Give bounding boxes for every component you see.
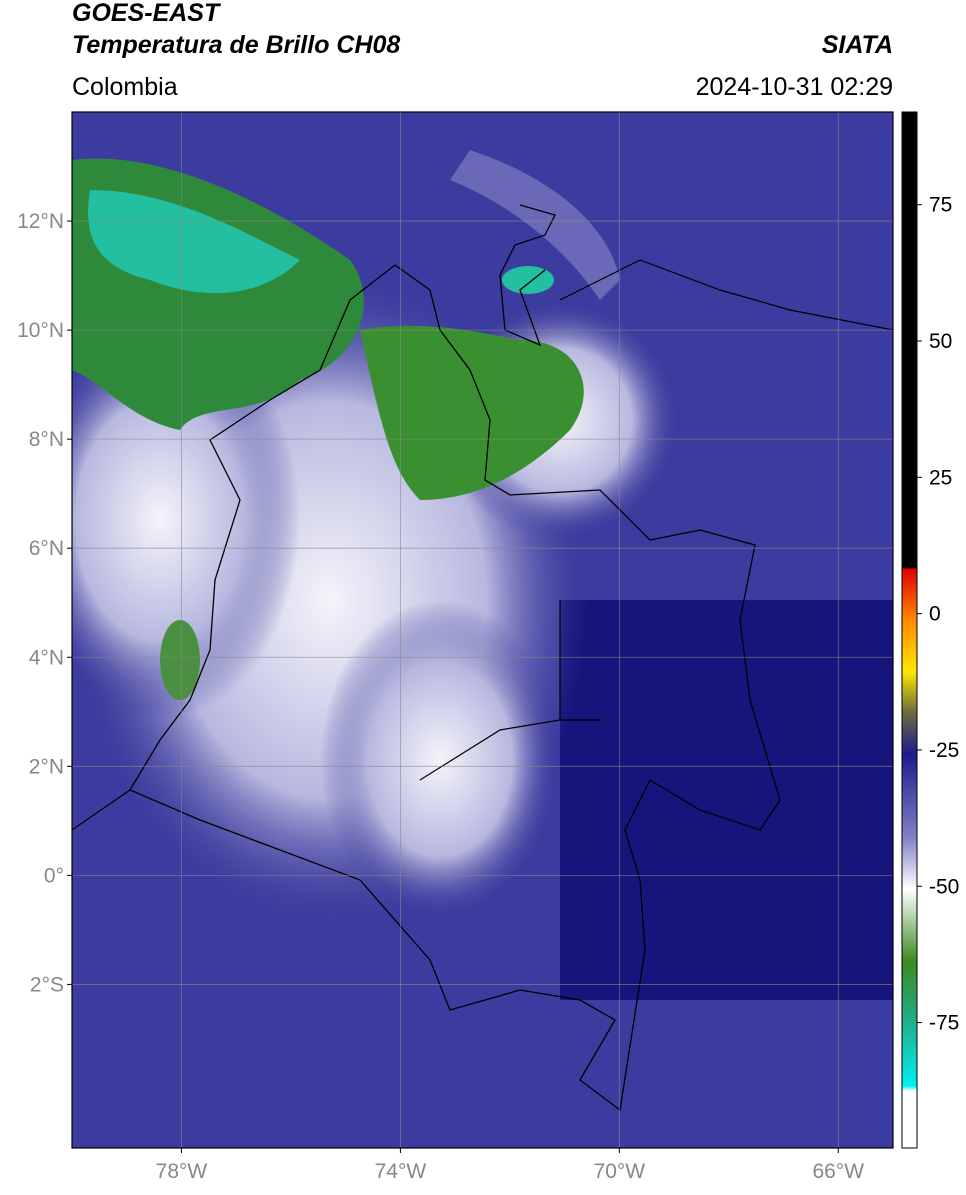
x-tick-label: 66°W <box>812 1160 864 1183</box>
x-tick-label: 70°W <box>594 1160 646 1183</box>
region: Colombia <box>72 73 178 101</box>
map-frame <box>71 111 894 1149</box>
subtitle: Temperatura de Brillo CH08 <box>72 31 400 59</box>
colorbar-label: 0 <box>929 603 941 626</box>
datetime: 2024-10-31 02:29 <box>696 73 893 101</box>
colorbar-label: -25 <box>929 739 959 762</box>
colorbar <box>901 111 918 1149</box>
colorbar-label: 25 <box>929 466 952 489</box>
y-tick-label: 2°S <box>30 973 64 996</box>
y-tick-label: 0° <box>44 864 64 887</box>
colorbar-label: -50 <box>929 875 959 898</box>
title: GOES-EAST <box>72 0 222 27</box>
y-tick-label: 2°N <box>29 755 64 778</box>
x-tick-label: 78°W <box>156 1160 208 1183</box>
colorbar-label: 50 <box>929 330 952 353</box>
x-tick-label: 74°W <box>375 1160 427 1183</box>
y-tick-label: 10°N <box>17 319 64 342</box>
colorbar-label: -75 <box>929 1012 959 1035</box>
y-tick-label: 6°N <box>29 537 64 560</box>
y-tick-label: 4°N <box>29 646 64 669</box>
y-tick-label: 8°N <box>29 428 64 451</box>
source: SIATA <box>822 31 893 59</box>
y-tick-label: 12°N <box>17 210 64 233</box>
satellite-image <box>72 112 893 1148</box>
colorbar-label: 75 <box>929 194 952 217</box>
